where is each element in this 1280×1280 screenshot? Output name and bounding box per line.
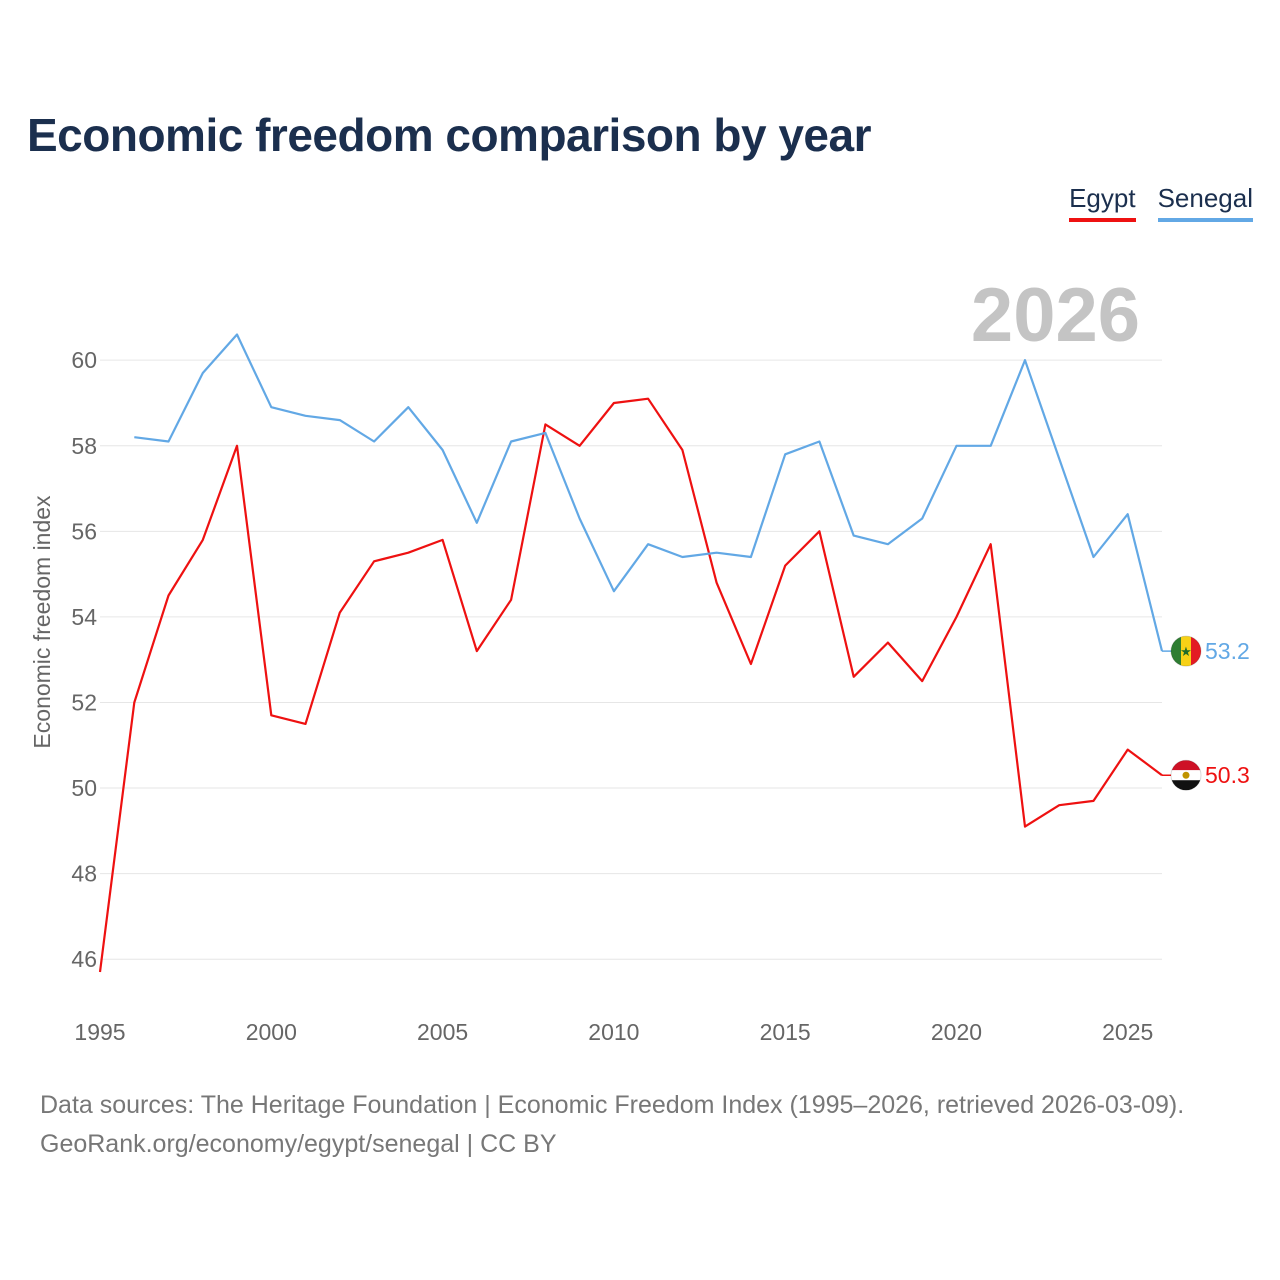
svg-text:★: ★	[1180, 644, 1192, 659]
x-tick-label: 1995	[74, 1019, 125, 1045]
source-note: Data sources: The Heritage Foundation | …	[40, 1086, 1184, 1164]
x-tick-label: 2010	[588, 1019, 639, 1045]
x-tick-label: 2025	[1102, 1019, 1153, 1045]
y-tick-label: 60	[71, 347, 97, 373]
x-tick-label: 2005	[417, 1019, 468, 1045]
egypt-flag-icon	[1170, 759, 1202, 791]
y-tick-label: 52	[71, 689, 97, 715]
end-label-layer: 50.3 ★ 53.2	[1162, 635, 1250, 791]
legend-item-egypt[interactable]: Egypt	[1069, 183, 1136, 222]
x-tick-label: 2020	[931, 1019, 982, 1045]
source-line-2[interactable]: GeoRank.org/economy/egypt/senegal | CC B…	[40, 1130, 557, 1158]
end-value-label-senegal: 53.2	[1205, 638, 1250, 664]
grid-layer	[100, 359, 1162, 960]
y-axis-label: Economic freedom index	[29, 495, 55, 749]
series-line-senegal	[134, 333, 1164, 652]
series-layer	[98, 333, 1164, 973]
year-watermark: 2026	[971, 273, 1140, 358]
x-tick-label: 2000	[246, 1019, 297, 1045]
source-line-1: Data sources: The Heritage Foundation | …	[40, 1091, 1185, 1119]
y-tick-label: 46	[71, 946, 97, 972]
y-tick-label: 50	[71, 775, 97, 801]
y-tick-label: 58	[71, 433, 97, 459]
x-tick-label: 2015	[760, 1019, 811, 1045]
y-tick-label: 56	[71, 518, 97, 544]
y-tick-label: 54	[71, 604, 97, 630]
senegal-flag-icon: ★	[1170, 635, 1202, 667]
page-title: Economic freedom comparison by year	[27, 109, 872, 161]
legend: Egypt Senegal	[1069, 183, 1253, 222]
y-tick-label: 48	[71, 861, 97, 887]
legend-item-senegal[interactable]: Senegal	[1157, 183, 1253, 222]
series-line-egypt	[98, 397, 1163, 973]
end-value-label-egypt: 50.3	[1205, 762, 1250, 788]
axis-layer: 46 48 50 52 54 56 58 60 1995 2000 2005 2010 2015 2020…	[71, 347, 1153, 1045]
